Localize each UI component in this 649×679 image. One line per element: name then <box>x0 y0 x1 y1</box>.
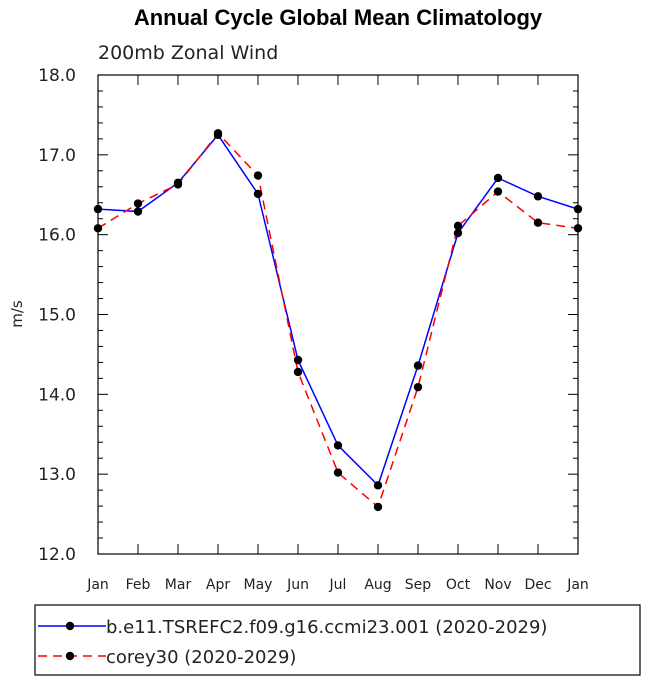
x-tick-label: Nov <box>484 577 511 593</box>
legend-label-2: corey30 (2020-2029) <box>106 647 296 668</box>
y-axis-label: m/s <box>8 300 26 328</box>
y-tick-label: 17.0 <box>38 146 76 166</box>
series-layer <box>93 129 583 512</box>
series-1-point <box>133 207 143 216</box>
y-tick-label: 14.0 <box>38 385 76 405</box>
series-2-point <box>453 221 463 231</box>
series-2-point <box>93 224 103 233</box>
y-tick-label: 15.0 <box>38 306 76 326</box>
series-2-point <box>333 468 343 477</box>
series-2-point <box>533 218 543 227</box>
series-2-point <box>173 180 183 189</box>
legend-box <box>34 604 641 676</box>
y-tick-label: 18.0 <box>38 66 76 86</box>
series-1-point <box>253 189 263 199</box>
x-tick-label: Oct <box>446 577 471 593</box>
chart-title: Annual Cycle Global Mean Climatology <box>134 5 543 30</box>
legend-label-1: b.e11.TSREFC2.f09.g16.ccmi23.001 (2020-2… <box>106 617 547 638</box>
series-1-point <box>93 204 103 214</box>
series-2-point <box>213 129 223 138</box>
series-2-point <box>493 187 503 196</box>
series-2-point <box>413 382 423 392</box>
y-tick-label: 12.0 <box>38 545 76 565</box>
x-tick-label: May <box>244 577 273 593</box>
y-tick-label: 13.0 <box>38 465 76 485</box>
x-tick-label: Jun <box>286 577 309 593</box>
series-2-point <box>133 199 143 208</box>
series-1-point <box>493 173 503 183</box>
series-1-point <box>573 204 583 214</box>
x-tick-label: Jul <box>329 577 347 593</box>
series-2-point <box>253 171 263 180</box>
x-tick-label: Jan <box>86 577 109 593</box>
x-tick-label: Apr <box>206 577 230 593</box>
series-1-point <box>373 481 383 490</box>
series-2-point <box>373 502 383 512</box>
series-1-point <box>453 228 463 238</box>
x-tick-label: Dec <box>524 577 551 593</box>
legend: b.e11.TSREFC2.f09.g16.ccmi23.001 (2020-2… <box>34 604 641 676</box>
x-tick-label: Mar <box>165 577 192 593</box>
series-1-point <box>333 441 343 450</box>
x-tick-label: Feb <box>126 577 151 593</box>
x-tick-label: Jan <box>566 577 589 593</box>
series-1-point <box>413 361 423 370</box>
chart-subtitle: 200mb Zonal Wind <box>98 42 278 64</box>
legend-marker-2 <box>65 651 75 661</box>
y-tick-label: 16.0 <box>38 226 76 246</box>
plot-frame <box>97 74 579 555</box>
series-1-point <box>533 192 543 201</box>
x-tick-label: Aug <box>364 577 391 593</box>
series-2-point <box>573 224 583 233</box>
x-axis: Jan Feb Mar Apr May Jun Jul Aug Sep Oct Nov Dec Jan <box>86 75 589 593</box>
y-axis: 12.0 13.0 14.0 15.0 16.0 17.0 18.0 <box>38 66 578 565</box>
series-1-point <box>293 355 303 365</box>
series-2-point <box>293 367 303 377</box>
legend-marker-1 <box>65 621 75 631</box>
x-tick-label: Sep <box>405 577 432 593</box>
